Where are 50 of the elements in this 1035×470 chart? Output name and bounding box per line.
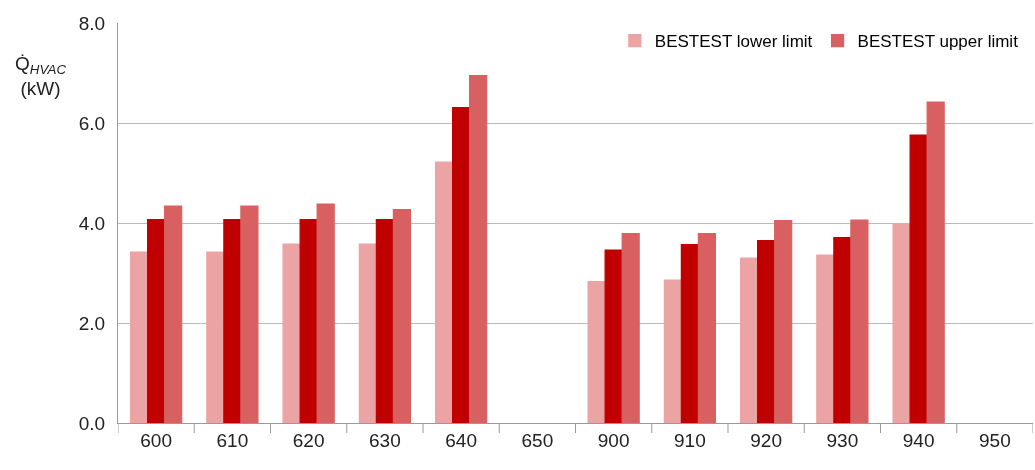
legend-label: BESTEST upper limit bbox=[857, 32, 1019, 52]
bar bbox=[223, 218, 242, 423]
x-tick-label: 640 bbox=[445, 429, 477, 451]
x-tick-label: 600 bbox=[140, 429, 172, 451]
bar bbox=[926, 101, 945, 423]
y-tick-label: 8.0 bbox=[78, 12, 106, 34]
y-tick-label: 2.0 bbox=[78, 312, 106, 334]
bar bbox=[663, 279, 682, 423]
bar bbox=[604, 249, 623, 423]
y-tick-label: 6.0 bbox=[78, 112, 106, 134]
bar bbox=[469, 74, 488, 423]
bar bbox=[358, 243, 377, 423]
y-tick-label: 0.0 bbox=[78, 412, 106, 434]
bar bbox=[452, 106, 471, 423]
bar bbox=[375, 218, 394, 423]
x-tick-label: 620 bbox=[292, 429, 325, 451]
bar bbox=[434, 161, 454, 423]
x-tick-label: 650 bbox=[521, 429, 554, 451]
bar bbox=[909, 134, 928, 423]
x-tick-label: 950 bbox=[979, 429, 1011, 451]
bar bbox=[697, 232, 717, 423]
x-tick-label: 900 bbox=[597, 429, 630, 451]
bar bbox=[816, 254, 835, 423]
bar bbox=[587, 280, 606, 423]
x-tick-label: 910 bbox=[674, 429, 706, 451]
bar bbox=[164, 205, 183, 423]
x-tick-label: 920 bbox=[750, 429, 782, 451]
bar bbox=[680, 243, 699, 423]
bar bbox=[757, 239, 776, 423]
bar bbox=[621, 232, 640, 423]
bar bbox=[774, 219, 793, 423]
y-axis-title: Q̇$_{HVAC}$ (kW) bbox=[15, 53, 67, 99]
bar bbox=[240, 205, 259, 423]
bar bbox=[739, 257, 759, 423]
y-tick-label: 4.0 bbox=[78, 212, 106, 234]
bar bbox=[392, 208, 412, 423]
bar bbox=[299, 218, 318, 423]
x-tick-label: 630 bbox=[369, 429, 401, 451]
bar bbox=[316, 203, 335, 423]
bar bbox=[833, 236, 852, 423]
x-tick-label: 940 bbox=[902, 429, 935, 451]
bar bbox=[850, 219, 869, 423]
bar bbox=[129, 251, 149, 423]
bar bbox=[282, 243, 301, 423]
bar bbox=[892, 223, 911, 423]
legend-label: BESTEST lower limit bbox=[654, 32, 813, 52]
x-tick-label: 610 bbox=[216, 429, 249, 451]
bar bbox=[206, 251, 225, 423]
bar bbox=[147, 218, 166, 423]
x-tick-label: 930 bbox=[826, 429, 859, 451]
